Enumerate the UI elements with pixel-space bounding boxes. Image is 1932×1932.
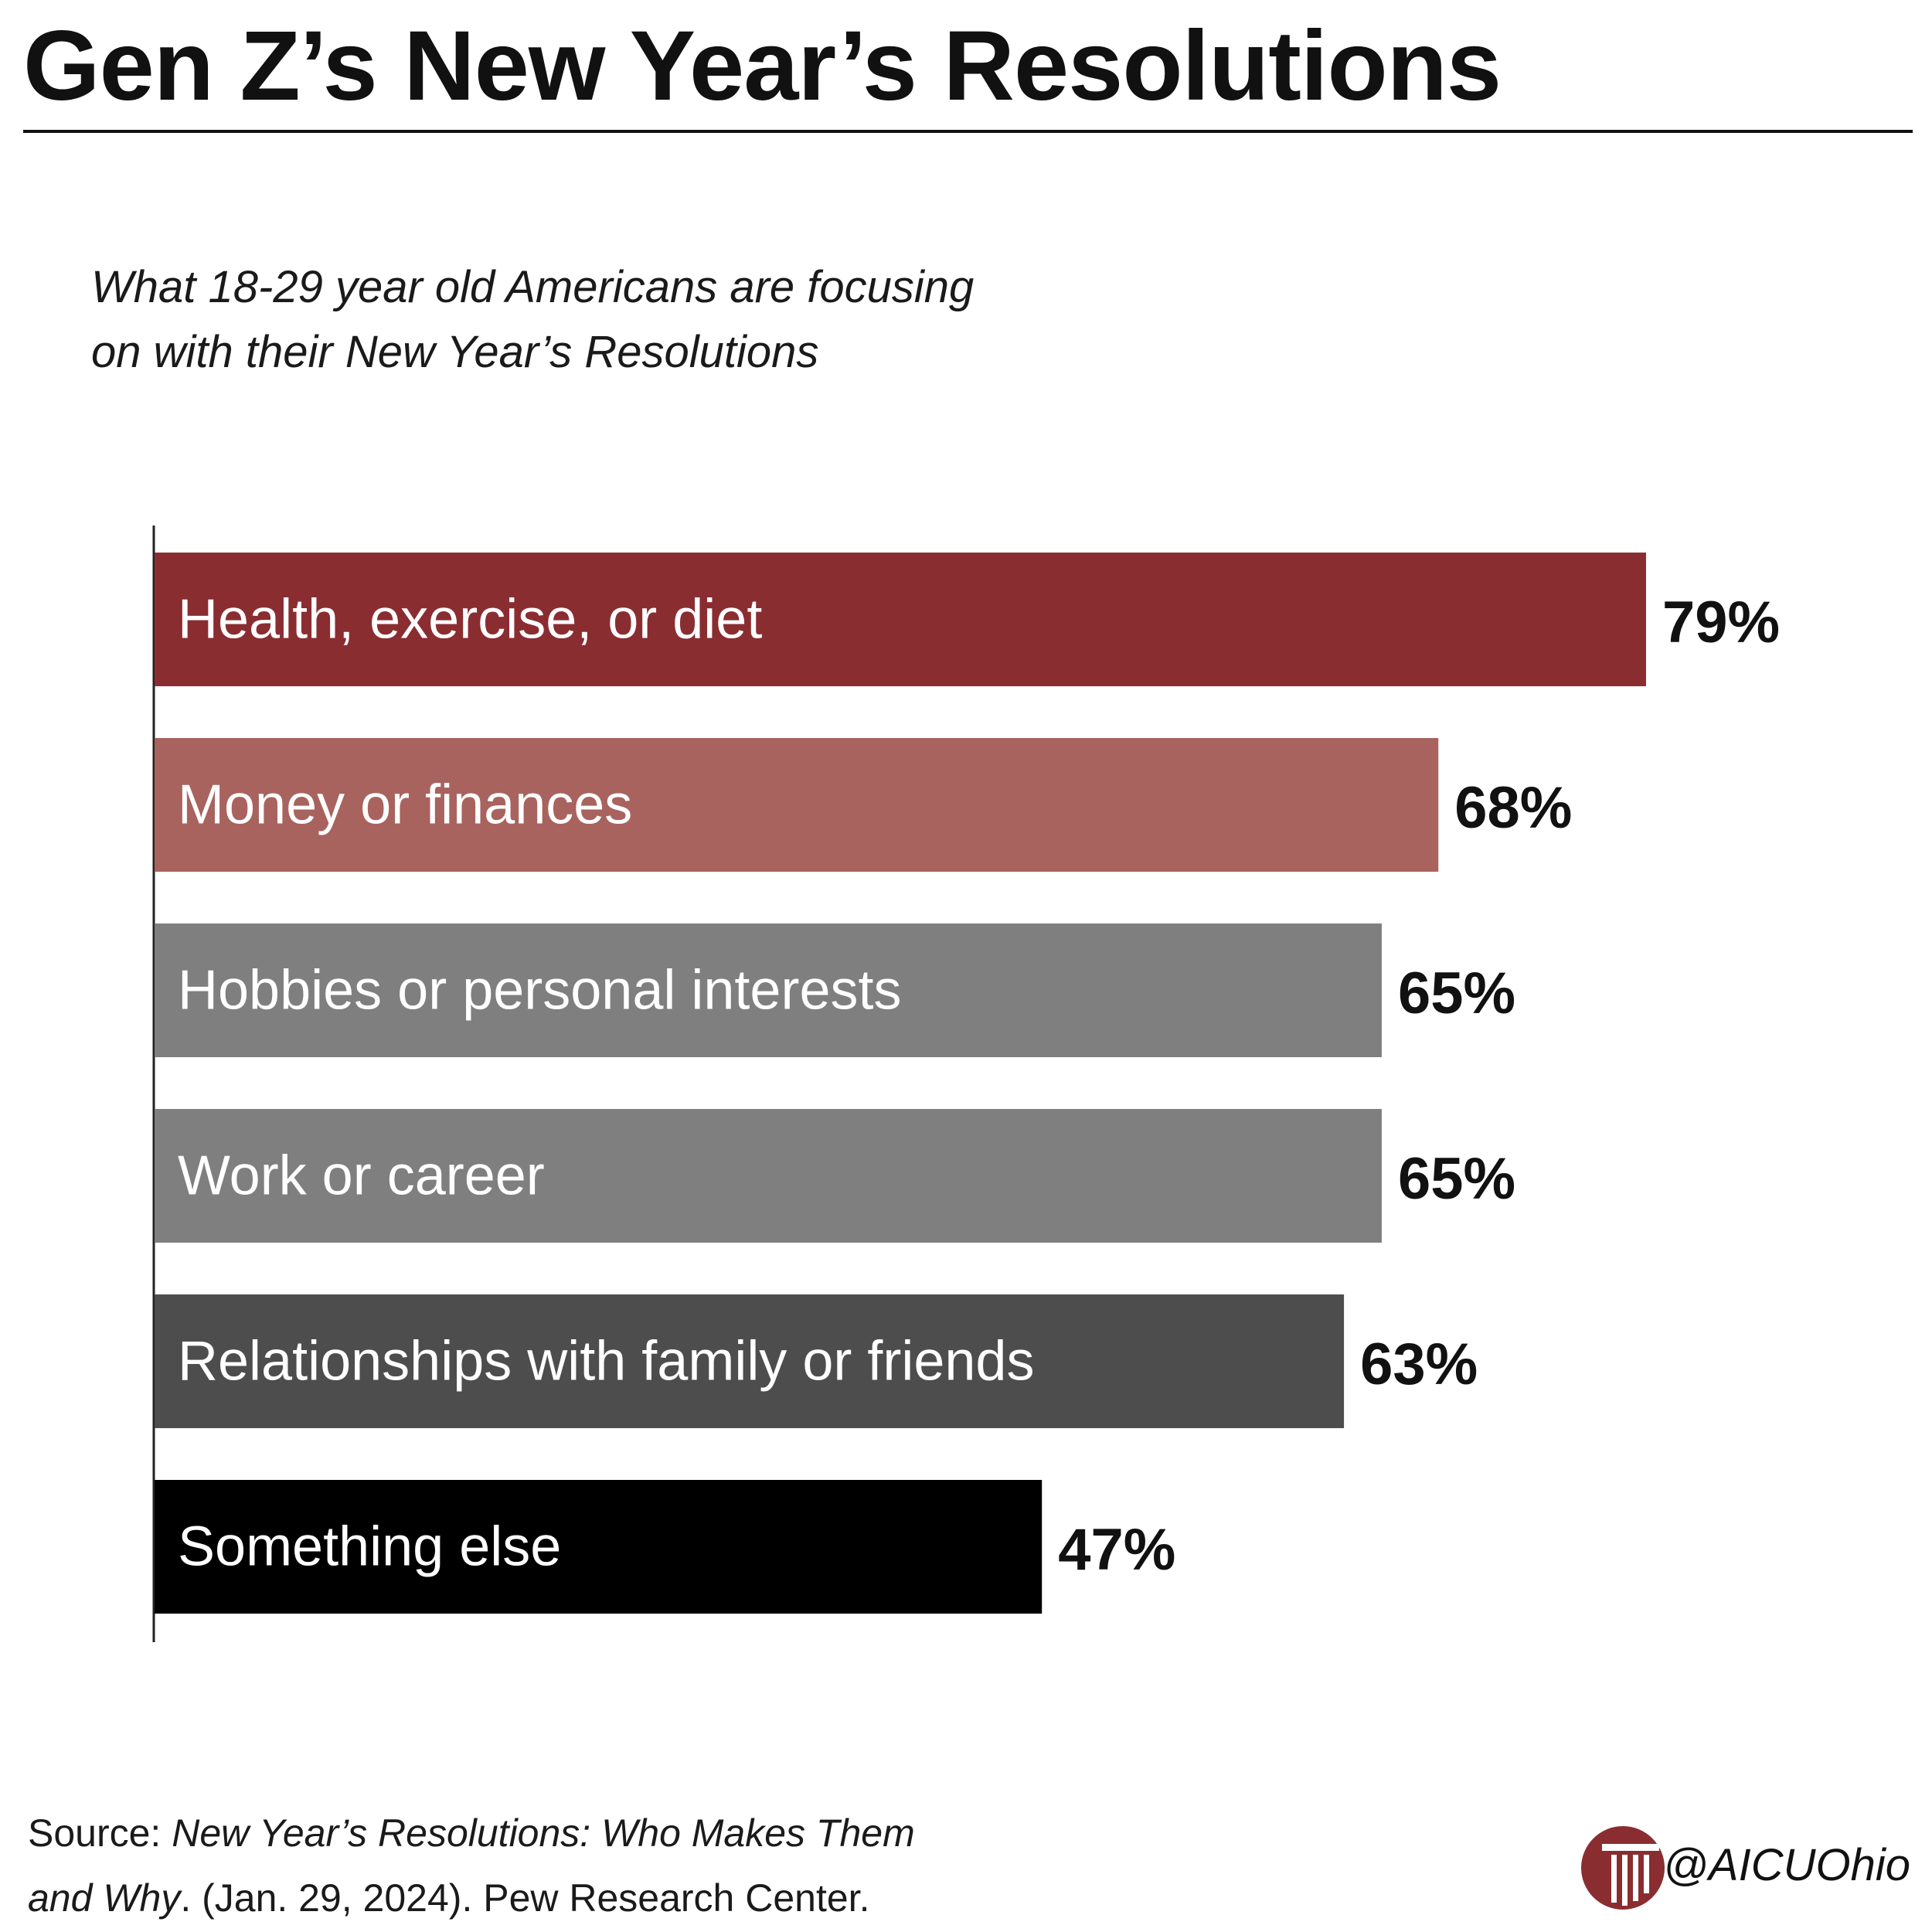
bar-value-label: 65% bbox=[1398, 1146, 1515, 1212]
bar-value-label: 68% bbox=[1454, 775, 1572, 841]
source-line-2: and Why. (Jan. 29, 2024). Pew Research C… bbox=[28, 1866, 915, 1930]
bar bbox=[155, 1109, 1382, 1243]
chart-subtitle: What 18-29 year old Americans are focusi… bbox=[91, 255, 1173, 385]
bar-category-label: Money or finances bbox=[178, 774, 632, 836]
bar-value-label: 65% bbox=[1398, 961, 1515, 1026]
page-title: Gen Z’s New Year’s Resolutions bbox=[23, 11, 1502, 121]
title-divider bbox=[23, 130, 1913, 133]
bar bbox=[155, 923, 1382, 1057]
social-handle: @AICUOhio bbox=[1663, 1840, 1910, 1890]
bar bbox=[155, 553, 1646, 686]
source-title: New Year’s Resolutions: Who Makes Them bbox=[172, 1811, 915, 1855]
column-logo-icon bbox=[1581, 1826, 1665, 1910]
subtitle-line-2: on with their New Year’s Resolutions bbox=[91, 327, 819, 377]
bar-category-label: Relationships with family or friends bbox=[178, 1331, 1034, 1393]
bar-chart: Health, exercise, or diet 79% Money or fin… bbox=[152, 526, 1780, 1642]
source-note: Source: New Year’s Resolutions: Who Make… bbox=[28, 1801, 915, 1930]
bar-category-label: Hobbies or personal interests bbox=[178, 960, 902, 1022]
source-title-end: and Why bbox=[28, 1876, 181, 1920]
bar-category-label: Something else bbox=[178, 1516, 561, 1578]
bar bbox=[155, 1294, 1345, 1428]
bar-value-label: 63% bbox=[1360, 1332, 1478, 1397]
source-line-1: Source: New Year’s Resolutions: Who Make… bbox=[28, 1801, 915, 1866]
source-prefix: Source: bbox=[28, 1811, 172, 1855]
subtitle-line-1: What 18-29 year old Americans are focusi… bbox=[91, 262, 975, 312]
bar bbox=[155, 738, 1439, 872]
source-rest: . (Jan. 29, 2024). Pew Research Center. bbox=[180, 1876, 870, 1920]
bar bbox=[155, 1480, 1043, 1614]
bar-value-label: 79% bbox=[1662, 590, 1780, 655]
bar-category-label: Health, exercise, or diet bbox=[178, 589, 762, 651]
bar-category-label: Work or career bbox=[178, 1145, 545, 1207]
bar-value-label: 47% bbox=[1058, 1517, 1175, 1583]
